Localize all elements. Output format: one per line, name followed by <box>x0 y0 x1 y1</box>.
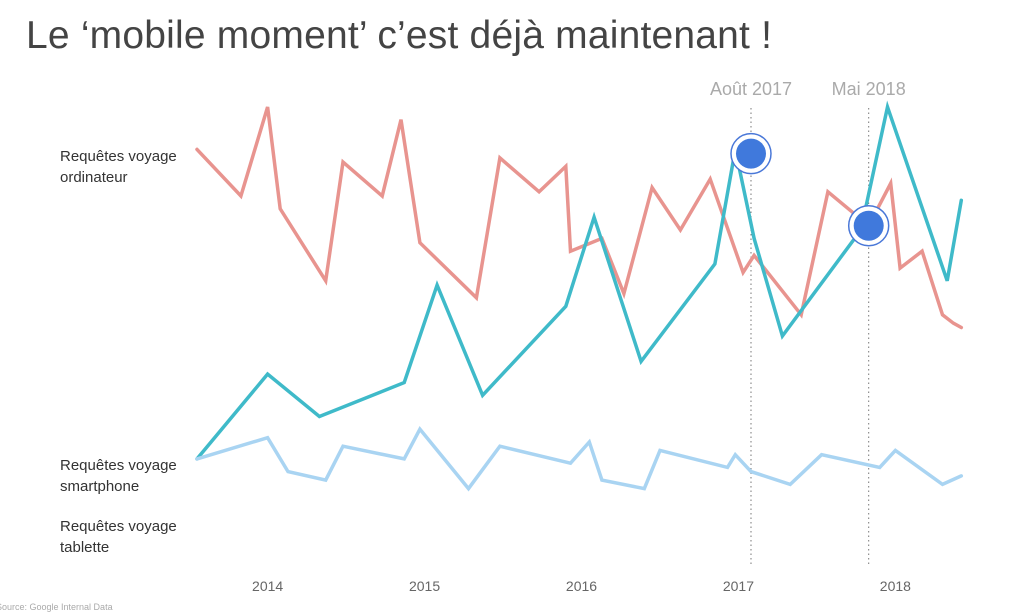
x-axis-ticks: 2014 2015 2016 2017 2018 <box>252 578 911 594</box>
series-label-tablet-line2: tablette <box>60 539 110 556</box>
series-label-smartphone-line1: Requêtes voyage <box>60 457 177 474</box>
marker-lines: Août 2017 Mai 2018 <box>710 79 906 566</box>
series-line-requetes-voyage-ordinateur <box>195 106 964 330</box>
series-line-requetes-voyage-tablette <box>195 426 964 492</box>
series-label-desktop: Requêtes voyage ordinateur <box>60 146 220 188</box>
series-label-tablet: Requêtes voyage tablette <box>60 516 220 558</box>
slide-title: Le ‘mobile moment’ c’est déjà maintenant… <box>26 14 773 57</box>
series-label-desktop-line1: Requêtes voyage <box>60 148 177 165</box>
x-tick-2017: 2017 <box>723 578 754 594</box>
series-layer <box>195 100 964 492</box>
marker-dots <box>730 132 890 247</box>
marker-label-1: Août 2017 <box>710 79 792 99</box>
series-line-requetes-voyage-smartphone <box>195 100 964 461</box>
x-tick-2018: 2018 <box>880 578 911 594</box>
x-tick-2016: 2016 <box>566 578 597 594</box>
marker-dot-1 <box>735 138 766 169</box>
series-label-smartphone: Requêtes voyage smartphone <box>60 455 220 497</box>
series-label-desktop-line2: ordinateur <box>60 169 128 186</box>
marker-dot-2 <box>853 210 884 241</box>
marker-label-2: Mai 2018 <box>832 79 906 99</box>
source-note: Source: Google Internal Data <box>0 602 113 612</box>
x-tick-2015: 2015 <box>409 578 440 594</box>
series-label-tablet-line1: Requêtes voyage <box>60 518 177 535</box>
x-tick-2014: 2014 <box>252 578 283 594</box>
series-label-smartphone-line2: smartphone <box>60 478 140 495</box>
